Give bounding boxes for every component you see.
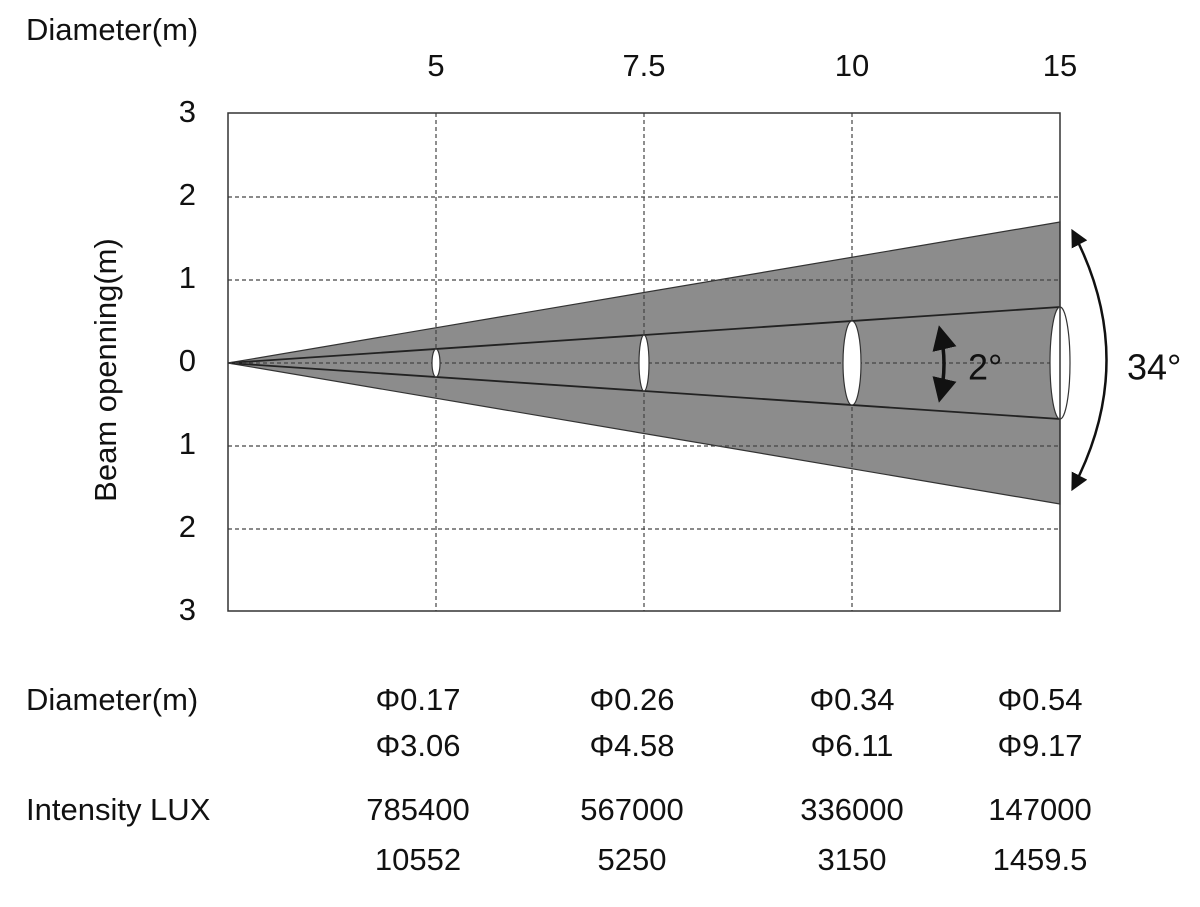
diameter-value: Φ0.26 xyxy=(589,682,674,717)
intensity-value: 5250 xyxy=(598,842,667,877)
y-tick-label: 1 xyxy=(179,426,196,461)
wide-angle-arrow xyxy=(1071,228,1108,492)
y-tick-label: 2 xyxy=(179,177,196,212)
y-tick-label: 3 xyxy=(179,94,196,129)
intensity-row-label: Intensity LUX xyxy=(26,792,211,827)
distance-label: 7.5 xyxy=(622,48,665,83)
intensity-value: 147000 xyxy=(988,792,1091,827)
distance-label: 10 xyxy=(835,48,869,83)
diameter-value: Φ0.54 xyxy=(997,682,1082,717)
intensity-value: 336000 xyxy=(800,792,903,827)
diameter-value: Φ4.58 xyxy=(589,728,674,763)
intensity-value: 10552 xyxy=(375,842,461,877)
diameter-value: Φ0.34 xyxy=(809,682,894,717)
distance-label: Diameter(m) xyxy=(26,12,198,47)
diameter-value: Φ6.11 xyxy=(811,728,894,763)
y-tick-label: 2 xyxy=(179,509,196,544)
diameter-row-label: Diameter(m) xyxy=(26,682,198,717)
intensity-value: 3150 xyxy=(818,842,887,877)
y-axis-label: Beam openning(m) xyxy=(88,238,123,502)
narrow-angle-label: 2° xyxy=(968,347,1002,388)
y-tick-label: 3 xyxy=(179,592,196,627)
diameter-value: Φ0.17 xyxy=(375,682,460,717)
intensity-value: 567000 xyxy=(580,792,683,827)
narrow-angle-arrow xyxy=(932,325,957,403)
intensity-value: 785400 xyxy=(366,792,469,827)
y-tick-label: 1 xyxy=(179,260,196,295)
beam-section xyxy=(638,334,650,392)
plot-frame xyxy=(227,112,1061,612)
distance-label: 15 xyxy=(1043,48,1077,83)
y-tick-label: 0 xyxy=(179,343,196,378)
wide-angle-label: 34° xyxy=(1127,347,1181,388)
plot xyxy=(227,112,1071,612)
diameter-value: Φ3.06 xyxy=(375,728,460,763)
beam-section xyxy=(431,348,441,378)
diameter-value: Φ9.17 xyxy=(997,728,1082,763)
intensity-value: 1459.5 xyxy=(993,842,1088,877)
distance-label: 5 xyxy=(427,48,444,83)
beam-section xyxy=(842,320,862,406)
